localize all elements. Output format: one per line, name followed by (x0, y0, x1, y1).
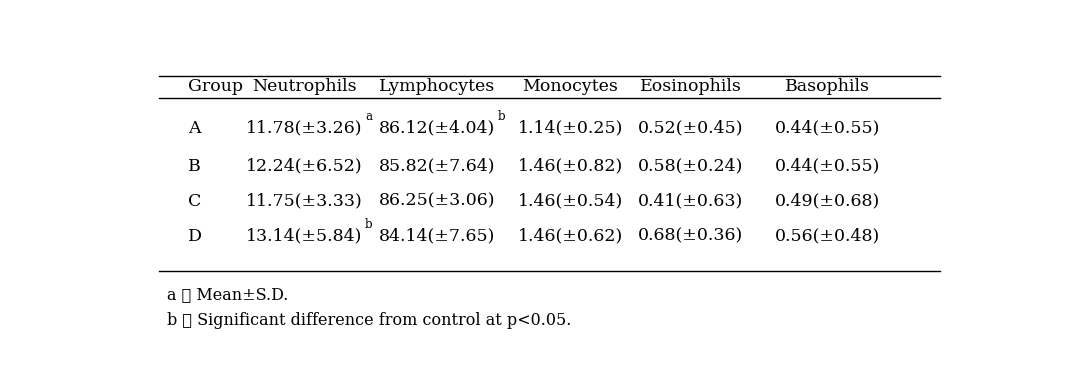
Text: 86.25(±3.06): 86.25(±3.06) (379, 192, 495, 209)
Text: 1.46(±0.82): 1.46(±0.82) (518, 158, 623, 175)
Text: 0.58(±0.24): 0.58(±0.24) (638, 158, 743, 175)
Text: 0.52(±0.45): 0.52(±0.45) (638, 120, 743, 137)
Text: 1.14(±0.25): 1.14(±0.25) (518, 120, 623, 137)
Text: 86.12(±4.04): 86.12(±4.04) (379, 120, 495, 137)
Text: b ： Significant difference from control at p<0.05.: b ： Significant difference from control … (167, 312, 571, 329)
Text: C: C (188, 192, 202, 209)
Text: 11.78(±3.26): 11.78(±3.26) (247, 120, 362, 137)
Text: 0.41(±0.63): 0.41(±0.63) (638, 192, 743, 209)
Text: 1.46(±0.54): 1.46(±0.54) (518, 192, 623, 209)
Text: 0.68(±0.36): 0.68(±0.36) (638, 228, 743, 245)
Text: 0.49(±0.68): 0.49(±0.68) (775, 192, 880, 209)
Text: 12.24(±6.52): 12.24(±6.52) (245, 158, 362, 175)
Text: b: b (364, 218, 373, 231)
Text: Lymphocytes: Lymphocytes (379, 78, 495, 95)
Text: a: a (366, 110, 372, 123)
Text: a ： Mean±S.D.: a ： Mean±S.D. (167, 286, 288, 303)
Text: 11.75(±3.33): 11.75(±3.33) (245, 192, 362, 209)
Text: b: b (497, 110, 506, 123)
Text: Monocytes: Monocytes (522, 78, 619, 95)
Text: D: D (188, 228, 202, 245)
Text: 85.82(±7.64): 85.82(±7.64) (379, 158, 495, 175)
Text: A: A (188, 120, 200, 137)
Text: 0.56(±0.48): 0.56(±0.48) (775, 228, 880, 245)
Text: 1.46(±0.62): 1.46(±0.62) (518, 228, 623, 245)
Text: Basophils: Basophils (785, 78, 870, 95)
Text: Neutrophils: Neutrophils (252, 78, 357, 95)
Text: 0.44(±0.55): 0.44(±0.55) (775, 120, 880, 137)
Text: 13.14(±5.84): 13.14(±5.84) (247, 228, 362, 245)
Text: 0.44(±0.55): 0.44(±0.55) (775, 158, 880, 175)
Text: Eosinophils: Eosinophils (640, 78, 742, 95)
Text: 84.14(±7.65): 84.14(±7.65) (379, 228, 495, 245)
Text: Group: Group (188, 78, 243, 95)
Text: B: B (188, 158, 200, 175)
